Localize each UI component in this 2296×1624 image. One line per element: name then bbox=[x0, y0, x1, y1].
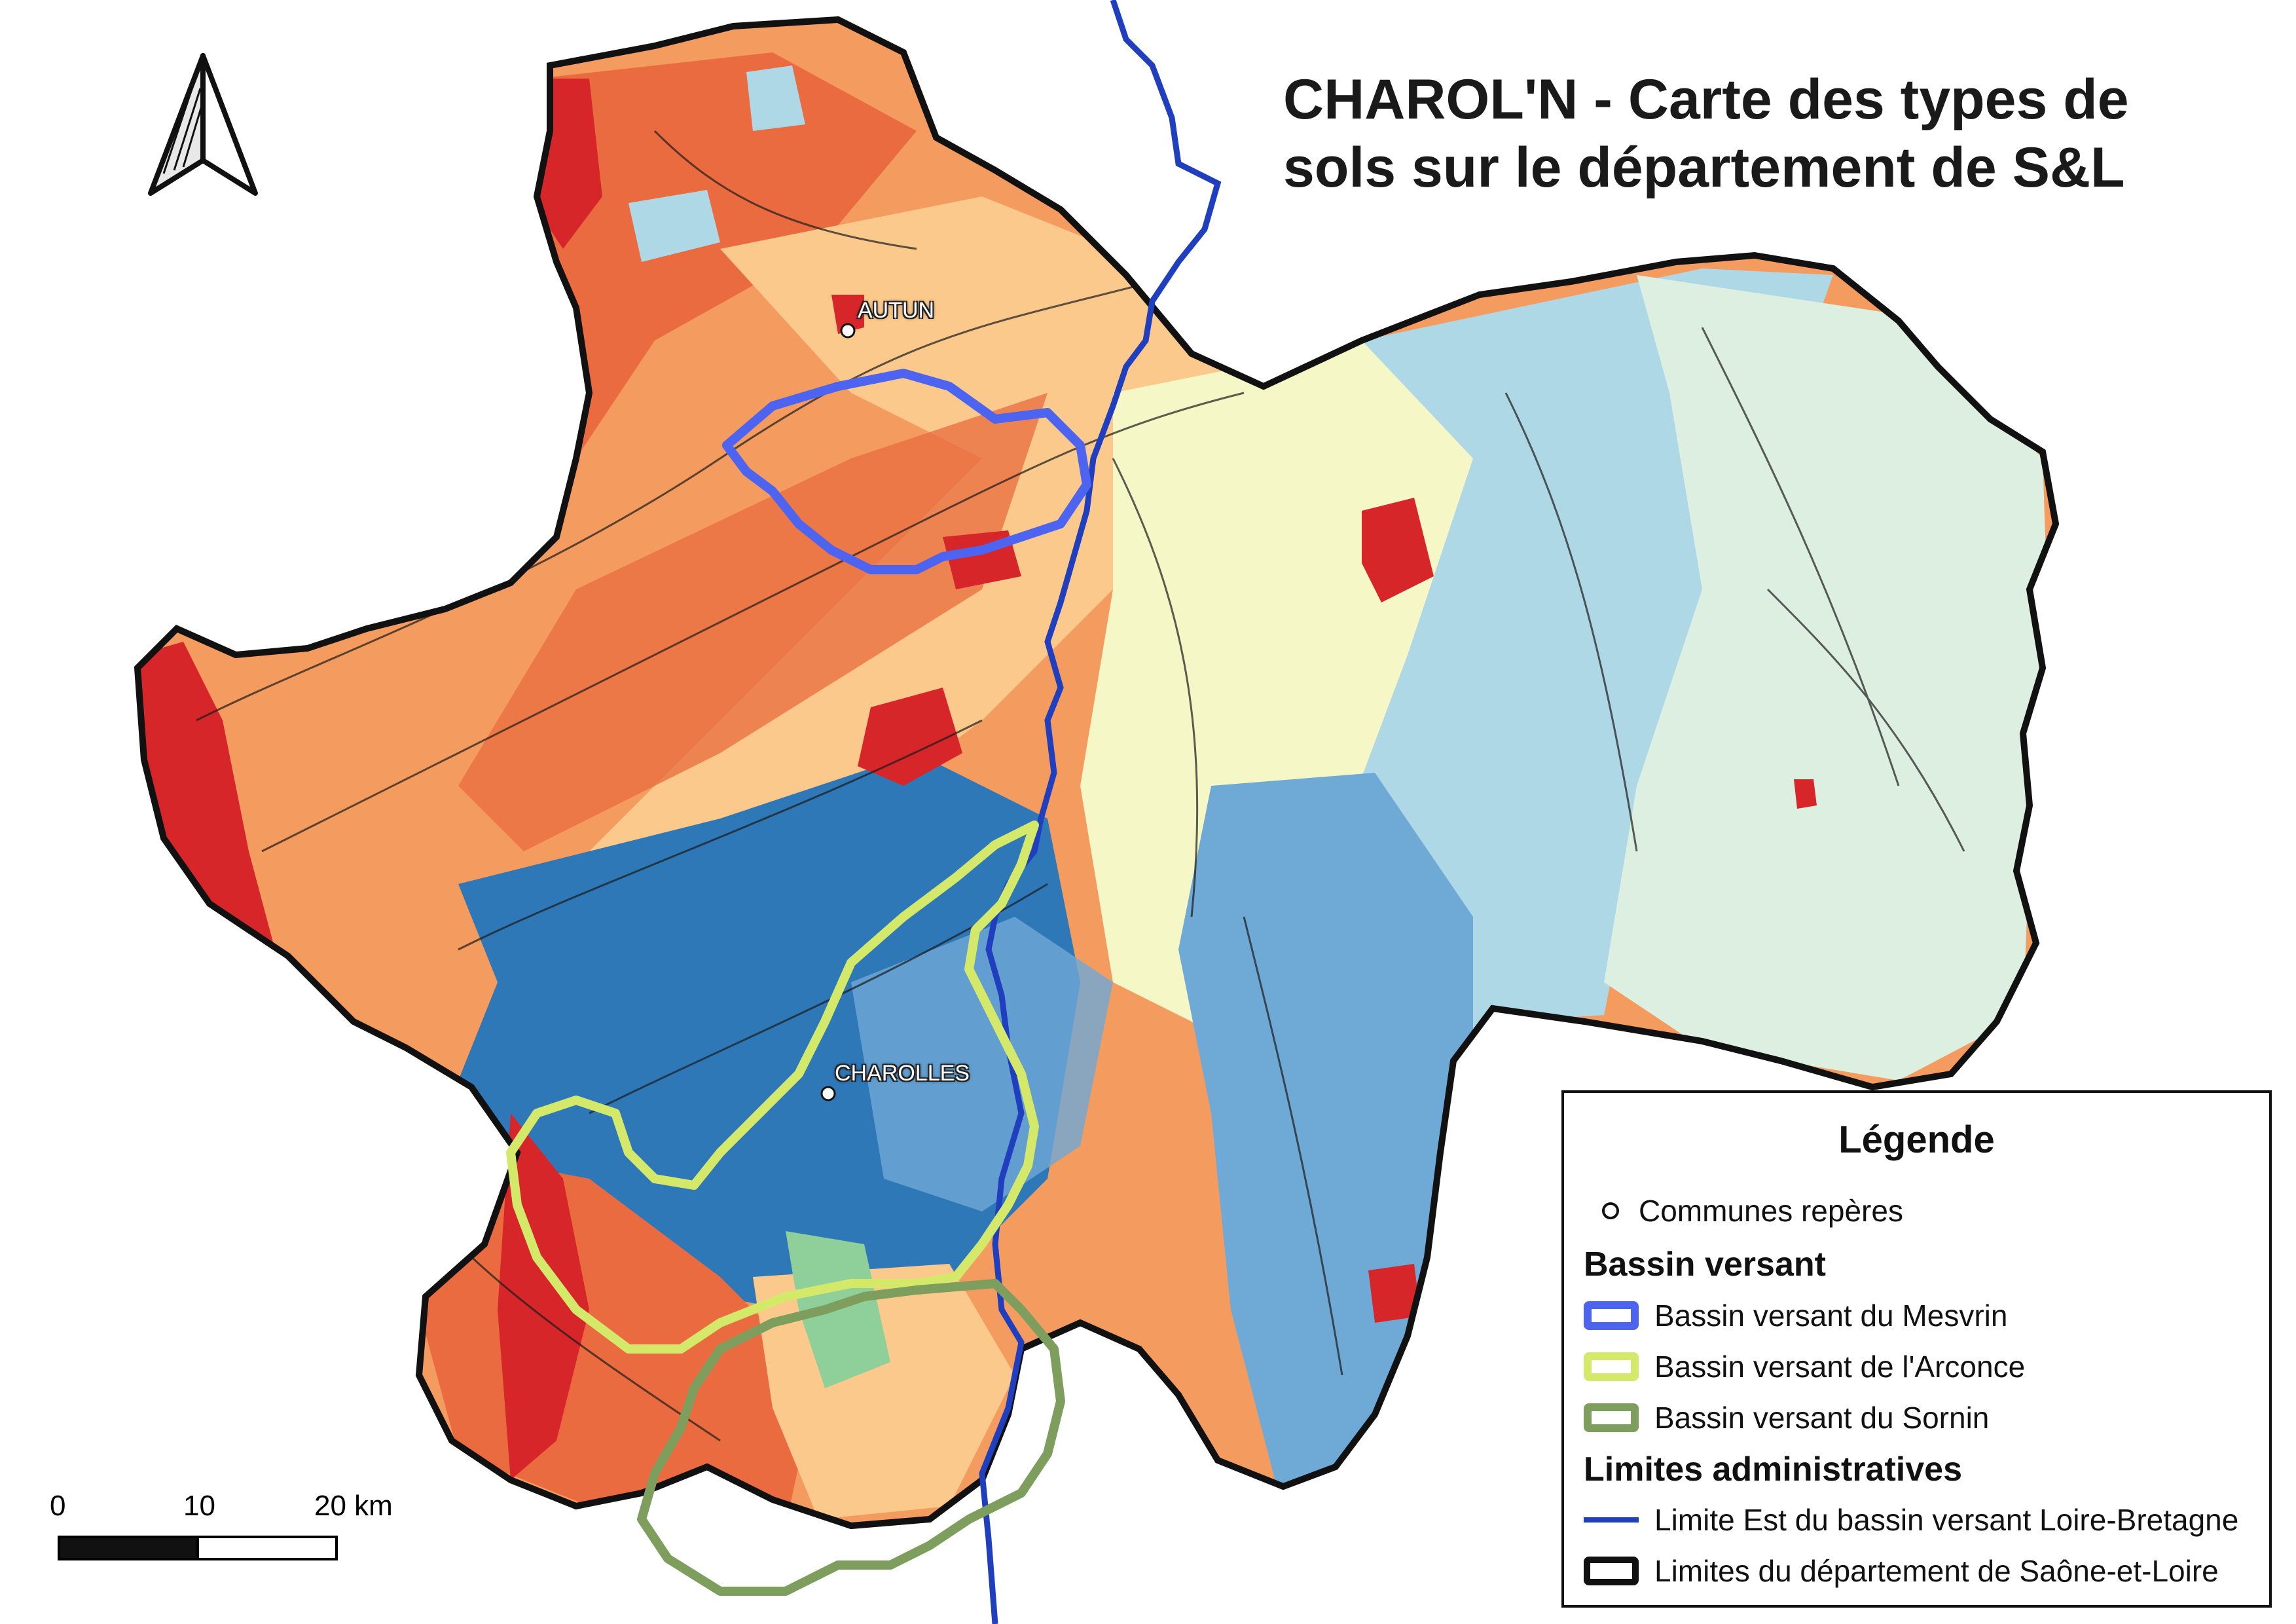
town-marker-charolles bbox=[820, 1086, 836, 1101]
scale-tick-20: 20 km bbox=[314, 1490, 393, 1522]
loire-bretagne-limit bbox=[979, 0, 1222, 1624]
loire-limit-line-icon bbox=[1584, 1517, 1639, 1522]
scale-tick-0: 0 bbox=[50, 1490, 66, 1522]
town-label-autun: AUTUN bbox=[858, 298, 935, 323]
town-label-charolles: CHAROLLES bbox=[835, 1061, 970, 1086]
sornin-swatch-icon bbox=[1584, 1403, 1639, 1432]
north-arrow-icon bbox=[148, 53, 258, 196]
scale-bar: 0 10 20 km bbox=[50, 1490, 419, 1581]
legend-label-arconce: Bassin versant de l'Arconce bbox=[1654, 1350, 2026, 1384]
department-swatch-icon bbox=[1584, 1557, 1639, 1585]
legend-title: Légende bbox=[1838, 1118, 1995, 1161]
scale-segment-white bbox=[196, 1536, 338, 1560]
map-title-line-1: CHAROL'N - Carte des types de bbox=[1283, 68, 2129, 131]
legend-item-loire-bretagne: Limite Est du bassin versant Loire-Breta… bbox=[1584, 1500, 2238, 1540]
town-marker-autun bbox=[840, 323, 856, 339]
point-symbol-icon bbox=[1602, 1202, 1619, 1219]
scale-segment-black bbox=[58, 1536, 199, 1560]
legend-item-sornin: Bassin versant du Sornin bbox=[1584, 1398, 1989, 1437]
sornin-watershed bbox=[637, 1279, 1065, 1596]
arconce-swatch-icon bbox=[1584, 1352, 1639, 1381]
legend-label-loire-bretagne: Limite Est du bassin versant Loire-Breta… bbox=[1654, 1503, 2239, 1537]
legend-label-department: Limites du département de Saône-et-Loire bbox=[1654, 1554, 2219, 1588]
legend-label-sornin: Bassin versant du Sornin bbox=[1654, 1401, 1990, 1435]
legend-section-bassin: Bassin versant bbox=[1584, 1246, 1826, 1283]
legend-item-department: Limites du département de Saône-et-Loire bbox=[1584, 1551, 2219, 1591]
legend-label-mesvrin: Bassin versant du Mesvrin bbox=[1654, 1299, 2008, 1333]
department-boundary bbox=[134, 16, 2060, 1530]
scale-tick-10: 10 bbox=[183, 1490, 215, 1522]
legend-label-communes: Communes repères bbox=[1639, 1194, 1903, 1228]
legend-section-admin: Limites administratives bbox=[1584, 1450, 1962, 1488]
map-title: CHAROL'N - Carte des types de sols sur l… bbox=[1283, 65, 2200, 202]
mesvrin-watershed bbox=[722, 369, 1091, 574]
map-title-line-2: sols sur le département de S&L bbox=[1283, 136, 2125, 199]
legend-item-mesvrin: Bassin versant du Mesvrin bbox=[1584, 1296, 2007, 1335]
legend-panel: Légende Communes repères Bassin versant … bbox=[1561, 1090, 2272, 1608]
arconce-watershed bbox=[506, 821, 1039, 1354]
legend-item-communes: Communes repères bbox=[1584, 1191, 1903, 1230]
legend-item-arconce: Bassin versant de l'Arconce bbox=[1584, 1347, 2025, 1386]
mesvrin-swatch-icon bbox=[1584, 1301, 1639, 1330]
